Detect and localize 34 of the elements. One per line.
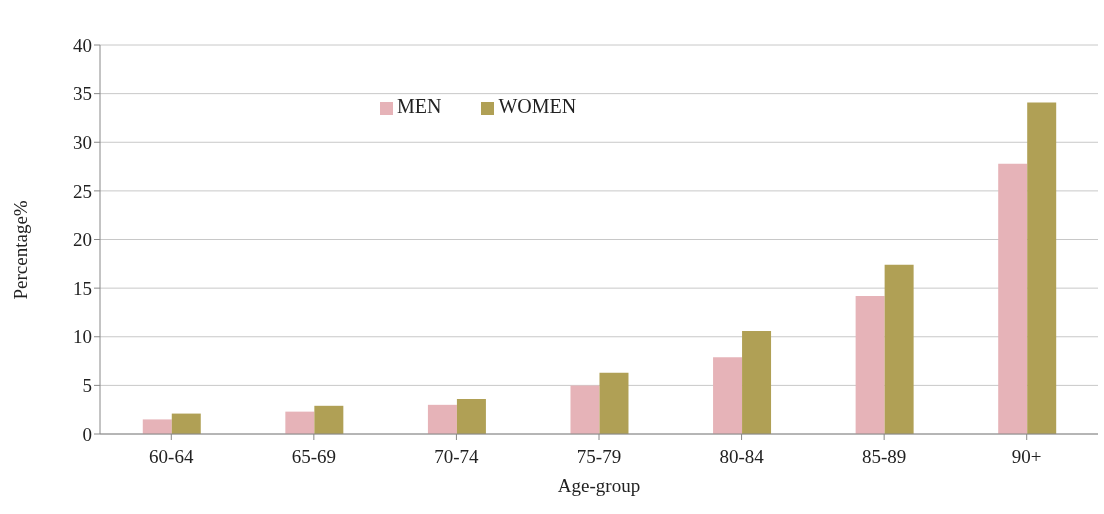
y-tick-label: 30 (73, 131, 92, 153)
bar (1027, 102, 1057, 434)
x-tick-label: 70-74 (434, 446, 480, 468)
bar (713, 357, 743, 434)
bar (855, 295, 885, 434)
y-tick-label: 10 (73, 326, 92, 348)
x-tick-label: 60-64 (149, 446, 194, 468)
bar (884, 264, 914, 434)
bar (427, 404, 457, 434)
x-tick-label: 75-79 (576, 446, 622, 468)
bar (742, 330, 772, 434)
bar (998, 163, 1028, 434)
y-tick-label: 5 (82, 375, 92, 397)
x-tick-label: 65-69 (291, 446, 337, 468)
y-tick-label: 0 (82, 423, 92, 445)
y-tick-label: 40 (73, 34, 92, 56)
bar (142, 419, 172, 434)
y-tick-label: 20 (73, 229, 92, 251)
legend-label: MEN (397, 95, 442, 117)
bar (570, 385, 600, 434)
y-tick-label: 25 (73, 180, 92, 202)
bar (171, 413, 201, 434)
x-tick-label: 85-89 (861, 446, 907, 468)
bar (314, 405, 344, 434)
legend-label: WOMEN (498, 95, 577, 117)
x-axis-title: Age-group (557, 475, 641, 496)
bar (285, 411, 315, 434)
x-tick-label: 80-84 (719, 446, 765, 468)
y-tick-label: 15 (73, 277, 92, 299)
y-tick-label: 35 (73, 83, 92, 105)
x-tick-label: 90+ (1011, 446, 1042, 468)
bar (599, 372, 629, 434)
y-axis-title: Percentage% (9, 200, 31, 300)
bar (456, 398, 486, 434)
